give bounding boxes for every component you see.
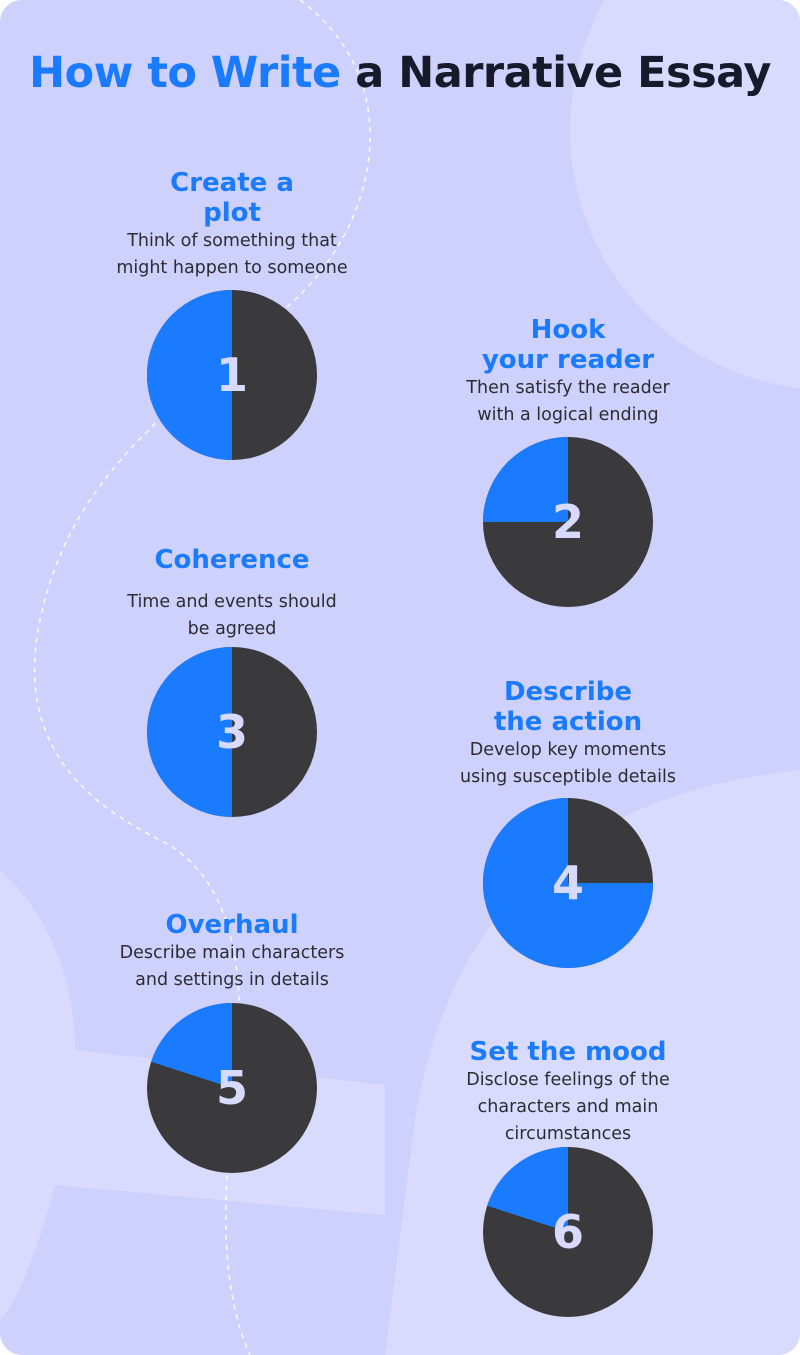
step-number: 3: [215, 705, 248, 759]
step-description: Think of something that might happen to …: [82, 228, 382, 282]
step-desc-line: Disclose feelings of the: [466, 1070, 670, 1090]
step-desc-line: and settings in details: [135, 970, 329, 990]
pie-slice: [147, 647, 232, 817]
step-number: 5: [215, 1061, 248, 1115]
step-number: 6: [551, 1205, 584, 1259]
step-desc-line: circumstances: [504, 1124, 632, 1144]
step-desc-line: Then satisfy the reader: [466, 378, 670, 398]
step-description: Develop key moments using susceptible de…: [418, 737, 718, 791]
step-heading-line: your reader: [481, 345, 655, 375]
pie-chart-6: 6: [482, 1146, 654, 1318]
step-heading-line: the action: [493, 707, 643, 737]
step-heading: Create a plot: [82, 168, 382, 228]
step-number: 4: [551, 856, 584, 910]
page-title: How to Write a Narrative Essay: [0, 46, 800, 100]
step-heading-line: Create a: [170, 168, 294, 198]
step-desc-line: using susceptible details: [460, 767, 676, 787]
step-heading: Hook your reader: [418, 315, 718, 375]
pie-slice: [483, 437, 568, 522]
step-desc-line: Time and events should: [127, 592, 337, 612]
step-heading-line: Describe: [503, 677, 633, 707]
title-rest: a Narrative Essay: [355, 48, 771, 98]
step-number: 2: [551, 495, 584, 549]
step-4: Describe the action Develop key moments …: [418, 677, 718, 791]
step-6: Set the mood Disclose feelings of the ch…: [418, 1037, 718, 1148]
pie-chart-5: 5: [146, 1002, 318, 1174]
step-heading: Overhaul: [82, 910, 382, 940]
step-heading-line: Set the mood: [469, 1037, 667, 1067]
pie-slice: [147, 290, 232, 460]
step-heading: Coherence: [82, 545, 382, 575]
step-heading-line: Coherence: [154, 545, 310, 575]
step-desc-line: characters and main: [477, 1097, 659, 1117]
step-description: Describe main characters and settings in…: [82, 940, 382, 994]
step-2: Hook your reader Then satisfy the reader…: [418, 315, 718, 429]
step-heading-line: plot: [203, 198, 261, 228]
step-3: Coherence Time and events should be agre…: [82, 545, 382, 643]
step-description: Then satisfy the reader with a logical e…: [418, 375, 718, 429]
pie-chart-4: 4: [482, 797, 654, 969]
pie-chart-3: 3: [146, 646, 318, 818]
step-heading: Describe the action: [418, 677, 718, 737]
title-highlight: How to Write: [29, 48, 341, 98]
step-heading: Set the mood: [418, 1037, 718, 1067]
step-5: Overhaul Describe main characters and se…: [82, 910, 382, 994]
step-desc-line: be agreed: [187, 619, 277, 639]
pie-slice: [483, 798, 653, 968]
step-description: Time and events should be agreed: [82, 589, 382, 643]
step-heading-line: Hook: [530, 315, 606, 345]
step-description: Disclose feelings of the characters and …: [418, 1067, 718, 1148]
step-1: Create a plot Think of something that mi…: [82, 168, 382, 282]
step-heading-line: Overhaul: [165, 910, 299, 940]
pie-slice: [151, 1003, 232, 1088]
bg-blob-top-right: [570, 0, 800, 389]
step-desc-line: Develop key moments: [469, 740, 667, 760]
step-number: 1: [215, 348, 248, 402]
pie-chart-1: 1: [146, 289, 318, 461]
step-desc-line: might happen to someone: [116, 258, 348, 278]
pie-slice: [487, 1147, 568, 1232]
step-desc-line: Describe main characters: [119, 943, 345, 963]
pie-chart-2: 2: [482, 436, 654, 608]
step-desc-line: with a logical ending: [477, 405, 659, 425]
step-desc-line: Think of something that: [127, 231, 337, 251]
